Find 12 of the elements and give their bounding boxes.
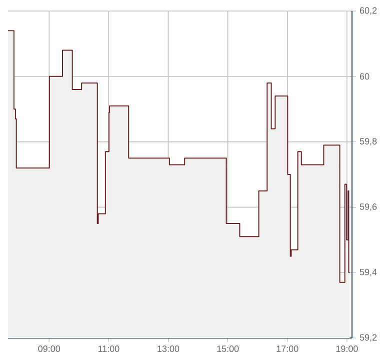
x-tick-label: 17:00 [276,346,298,352]
y-tick-label: 59,8 [360,138,377,146]
x-tick-label: 15:00 [217,346,239,352]
x-tick-label: 13:00 [158,346,180,352]
x-tick-label: 11:00 [98,346,120,352]
y-tick-label: 60,2 [360,7,377,15]
y-tick-label: 59,4 [360,268,377,276]
x-tick-label: 19:00 [336,346,358,352]
y-tick-label: 59,2 [360,334,377,342]
x-tick-label: 09:00 [38,346,60,352]
y-tick-label: 60 [360,73,370,80]
y-tick-label: 59,6 [360,203,377,211]
